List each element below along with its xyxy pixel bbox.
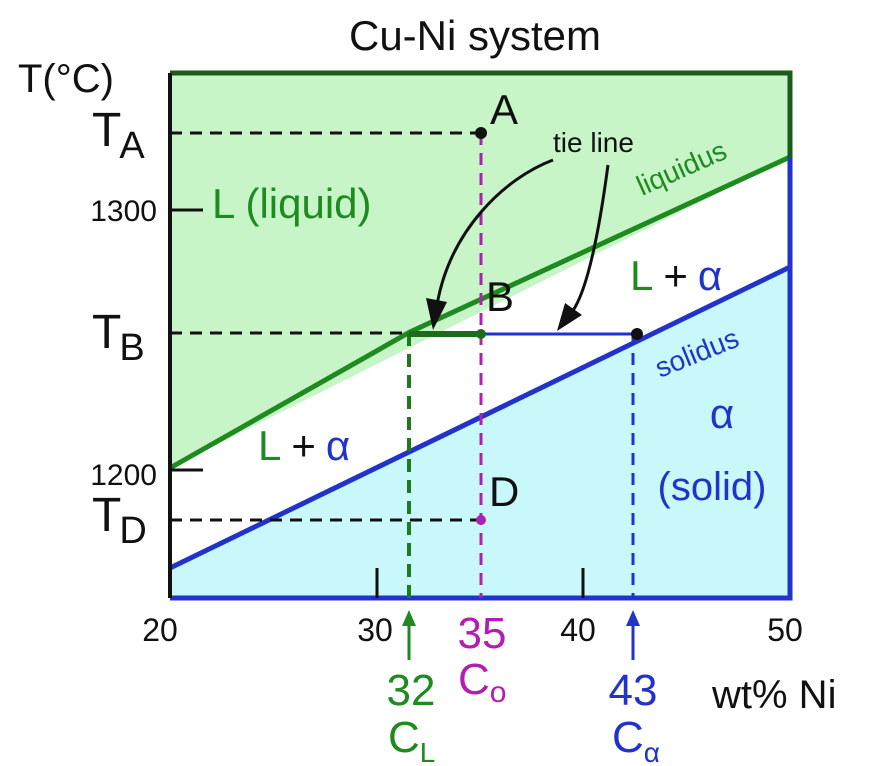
cl-value: 32 [387,666,436,715]
ta-label: TA [92,104,145,167]
point-b-dot [476,329,486,339]
diagram-title: Cu-Ni system [349,12,601,59]
x-tick-label-30: 30 [357,612,393,648]
x-axis-label: wt% Ni [711,673,836,717]
lower-two-phase-label: L + α [258,422,350,469]
point-a-dot [475,127,487,139]
y-tick-label-1300: 1300 [90,195,157,228]
co-symbol: Co [458,655,506,709]
tie-line-arrow-left [435,158,554,306]
solid-region [170,267,790,598]
tie-line-label: tie line [553,127,634,158]
ca-value: 43 [609,666,658,715]
x-tick-label-20: 20 [142,612,178,648]
tie-line-arrowhead-left [426,298,447,330]
cl-symbol: CL [388,713,435,766]
point-b-label: B [486,273,514,320]
tb-label: TB [92,306,145,369]
frame-top-right [170,70,793,157]
y-tick-label-1200: 1200 [90,459,157,492]
solid-text-label: (solid) [658,465,767,509]
tie-line-arrow-right [570,164,610,313]
cl-arrowhead [402,610,416,626]
y-axis-label: T(°C) [18,57,114,101]
co-value: 35 [458,609,507,658]
td-label: TD [92,489,147,552]
x-tick-label-50: 50 [767,612,803,648]
point-a-label: A [490,86,518,133]
liquid-region-label: L (liquid) [212,180,372,227]
ca-symbol: Cα [612,713,660,766]
x-tick-label-40: 40 [560,612,596,648]
solid-alpha-label: α [710,390,734,437]
point-d-dot [476,515,486,525]
point-alpha-dot [631,328,643,340]
ca-arrowhead [626,610,640,626]
tie-line-arrowhead-right [557,303,582,331]
liquid-region [170,73,790,468]
point-d-label: D [489,468,519,515]
upper-two-phase-label: L + α [630,252,722,299]
